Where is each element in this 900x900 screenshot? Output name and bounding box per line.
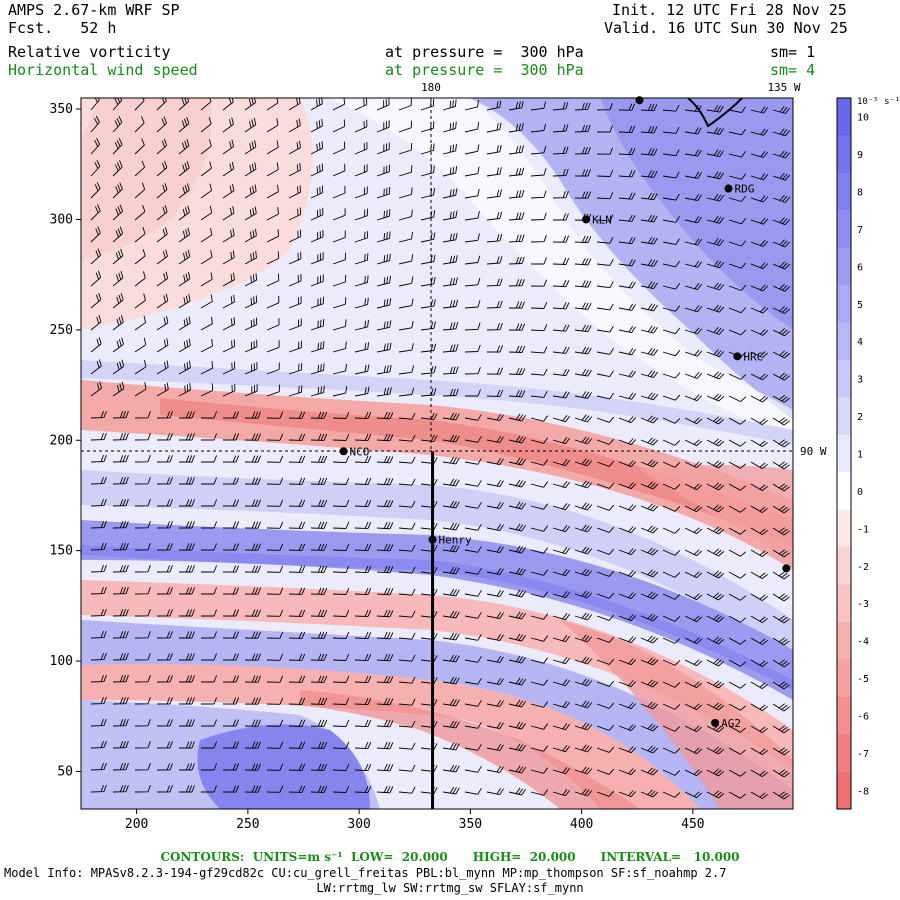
colorbar-label: -1 bbox=[857, 524, 869, 535]
station-markers: NCO Henry KLN RDG HRC AG2 bbox=[339, 96, 791, 730]
x-tick-label: 450 bbox=[681, 817, 704, 832]
colorbar-label: -7 bbox=[857, 749, 869, 760]
y-tick-label: 250 bbox=[50, 323, 73, 338]
contour-info: CONTOURS: UNITS=m s⁻¹ LOW= 20.000 HIGH= … bbox=[160, 850, 740, 864]
colorbar-swatch bbox=[837, 285, 851, 324]
station-label: KLN bbox=[592, 213, 612, 226]
colorbar-label: -2 bbox=[857, 562, 869, 573]
field2-level: at pressure = 300 hPa bbox=[385, 61, 584, 79]
colorbar-label: 6 bbox=[857, 262, 863, 273]
plot-frame bbox=[80, 97, 794, 810]
field1-smoothing: sm= 1 bbox=[770, 43, 816, 61]
colorbar-swatch bbox=[837, 397, 851, 436]
station-label: RDG bbox=[734, 183, 754, 196]
colorbar-swatch bbox=[837, 584, 851, 623]
colorbar-swatch bbox=[837, 771, 851, 810]
station-label: Henry bbox=[439, 534, 472, 547]
init-time: Init. 12 UTC Fri 28 Nov 25 bbox=[612, 1, 847, 19]
colorbar-swatch bbox=[837, 359, 851, 398]
station-dot bbox=[428, 535, 437, 544]
colorbar-label: 3 bbox=[857, 375, 863, 386]
station-dot bbox=[635, 96, 644, 105]
colorbar-swatch bbox=[837, 734, 851, 773]
colorbar-label: -5 bbox=[857, 674, 869, 685]
field1-level: at pressure = 300 hPa bbox=[385, 43, 584, 61]
colorbar-label: 7 bbox=[857, 225, 863, 236]
colorbar-swatch bbox=[837, 210, 851, 249]
colorbar-swatch bbox=[837, 659, 851, 698]
colorbar-swatch bbox=[837, 621, 851, 660]
colorbar-swatch bbox=[837, 434, 851, 473]
colorbar-swatch bbox=[837, 247, 851, 286]
colorbar-label: 5 bbox=[857, 300, 863, 311]
model-info-physics: LW:rrtmg_lw SW:rrtmg_sw SFLAY:sf_mynn bbox=[316, 881, 584, 895]
colorbar-swatch bbox=[837, 547, 851, 585]
station-dot bbox=[582, 215, 591, 224]
y-tick-label: 300 bbox=[50, 212, 73, 227]
x-tick-label: 250 bbox=[236, 817, 259, 832]
colorbar-label: 4 bbox=[857, 337, 863, 348]
colorbar-swatch bbox=[837, 509, 851, 548]
station-dot bbox=[339, 447, 348, 456]
field2-name: Horizontal wind speed bbox=[8, 61, 198, 79]
station-label: NCO bbox=[350, 445, 370, 458]
forecast-hour: Fcst. 52 h bbox=[8, 19, 117, 37]
colorbar-swatch bbox=[837, 98, 851, 136]
colorbar-label: -4 bbox=[857, 637, 869, 648]
colorbar-swatch bbox=[837, 696, 851, 735]
x-tick-label: 350 bbox=[459, 817, 482, 832]
x-tick-label: 400 bbox=[570, 817, 593, 832]
field1-name: Relative vorticity bbox=[8, 43, 171, 61]
colorbar-label: -8 bbox=[857, 786, 869, 797]
vorticity-field bbox=[81, 98, 793, 809]
field2-smoothing: sm= 4 bbox=[770, 61, 816, 79]
y-tick-label: 200 bbox=[50, 433, 73, 448]
colorbar-label: 10 bbox=[857, 113, 869, 124]
valid-time: Valid. 16 UTC Sun 30 Nov 25 bbox=[604, 19, 848, 37]
station-dot bbox=[733, 352, 742, 361]
model-info: Model Info: MPASv8.2.3-194-gf29cd82c CU:… bbox=[4, 866, 727, 880]
colorbar-label: 1 bbox=[857, 450, 863, 461]
colorbar-label: 9 bbox=[857, 150, 863, 161]
y-tick-label: 100 bbox=[50, 654, 73, 669]
x-tick-label: 300 bbox=[347, 817, 370, 832]
colorbar-swatch bbox=[837, 172, 851, 211]
y-tick-label: 350 bbox=[50, 102, 73, 117]
station-label: HRC bbox=[743, 350, 763, 363]
wind-barbs bbox=[90, 98, 791, 800]
y-tick-label: 150 bbox=[50, 544, 73, 559]
colorbar-label: 8 bbox=[857, 188, 863, 199]
x-tick-label: 200 bbox=[125, 817, 148, 832]
colorbar-swatch bbox=[837, 472, 851, 511]
station-dot bbox=[724, 184, 733, 193]
station-dot bbox=[782, 564, 791, 573]
wind-barb-set bbox=[90, 98, 791, 800]
lon-label-90w: 90 W bbox=[800, 445, 827, 458]
colorbar-label: -6 bbox=[857, 711, 869, 722]
colorbar-label: 0 bbox=[857, 487, 863, 498]
y-axis: 350 300 250 200 150 100 50 bbox=[50, 102, 81, 779]
colorbar-label: 2 bbox=[857, 412, 863, 423]
coastline bbox=[687, 97, 743, 128]
colorbar-swatch bbox=[837, 135, 851, 174]
lon-label-180: 180 bbox=[421, 81, 441, 94]
colorbar-label: -3 bbox=[857, 599, 869, 610]
lon-label-135w: 135 W bbox=[767, 81, 800, 94]
station-dot bbox=[711, 718, 720, 727]
x-axis: 200 250 300 350 400 450 bbox=[125, 809, 705, 832]
colorbar-frame bbox=[836, 97, 852, 810]
colorbar-swatch bbox=[837, 322, 851, 361]
station-label: AG2 bbox=[721, 717, 741, 730]
colorbar-unit: 10⁻⁵ s⁻¹ bbox=[857, 97, 900, 107]
model-title: AMPS 2.67-km WRF SP bbox=[8, 1, 180, 19]
y-tick-label: 50 bbox=[57, 764, 73, 779]
